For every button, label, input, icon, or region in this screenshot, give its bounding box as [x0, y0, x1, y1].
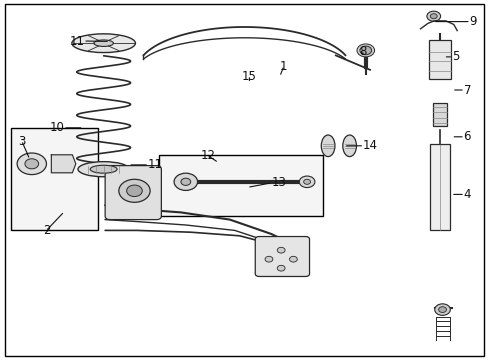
Circle shape: [17, 153, 46, 175]
Circle shape: [277, 247, 285, 253]
Circle shape: [303, 179, 310, 184]
Text: 7: 7: [463, 84, 470, 96]
Circle shape: [181, 178, 190, 185]
Bar: [11, 128, 98, 230]
Text: 12: 12: [200, 149, 215, 162]
Text: 2: 2: [42, 224, 50, 237]
Ellipse shape: [78, 162, 129, 177]
Text: 9: 9: [468, 15, 476, 28]
Ellipse shape: [342, 135, 356, 157]
Bar: [428, 40, 450, 79]
Circle shape: [434, 304, 449, 315]
Text: 4: 4: [463, 188, 470, 201]
Text: 11: 11: [147, 158, 163, 171]
Circle shape: [126, 185, 142, 197]
Circle shape: [426, 11, 440, 21]
FancyBboxPatch shape: [255, 237, 309, 276]
Circle shape: [299, 176, 314, 188]
Text: 13: 13: [271, 176, 285, 189]
Text: 10: 10: [50, 121, 64, 134]
Circle shape: [429, 14, 436, 19]
Text: 8: 8: [358, 45, 366, 58]
Text: 1: 1: [279, 60, 287, 73]
Ellipse shape: [90, 165, 117, 173]
Text: 3: 3: [18, 135, 26, 148]
Text: 15: 15: [242, 70, 256, 83]
Circle shape: [25, 159, 39, 169]
Polygon shape: [51, 155, 76, 173]
Bar: [429, 144, 449, 230]
Text: 14: 14: [362, 139, 377, 152]
Ellipse shape: [94, 40, 113, 46]
Circle shape: [277, 265, 285, 271]
Text: 11: 11: [69, 35, 84, 48]
Circle shape: [174, 173, 197, 190]
Text: 6: 6: [463, 130, 470, 143]
Ellipse shape: [321, 135, 334, 157]
Text: 5: 5: [451, 50, 458, 63]
FancyBboxPatch shape: [105, 166, 161, 220]
Circle shape: [356, 44, 374, 57]
Circle shape: [119, 179, 150, 202]
Ellipse shape: [72, 34, 135, 53]
Circle shape: [289, 256, 297, 262]
Circle shape: [359, 46, 371, 55]
Bar: [432, 103, 447, 126]
Circle shape: [438, 307, 446, 312]
Bar: [159, 155, 322, 216]
Circle shape: [264, 256, 272, 262]
